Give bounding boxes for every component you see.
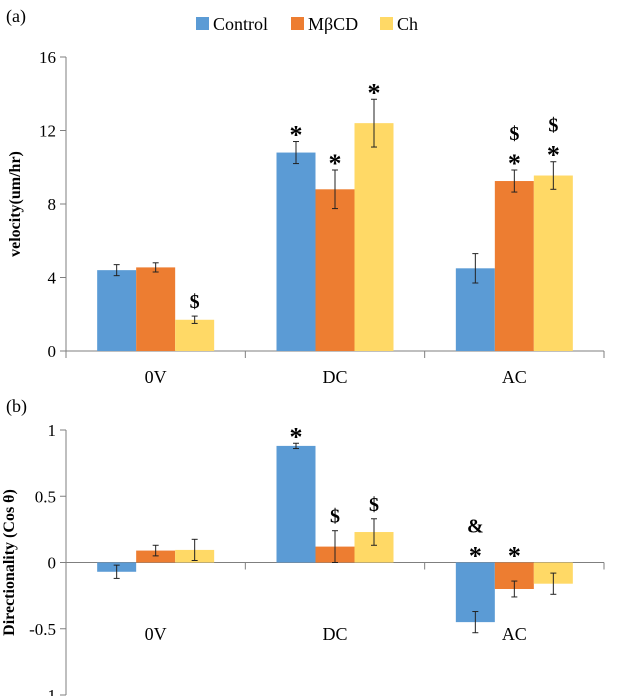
significance-star: * xyxy=(290,121,303,150)
x-tick-label: AC xyxy=(502,624,527,644)
y-tick-label: 8 xyxy=(48,195,57,214)
significance-star: * xyxy=(508,542,521,571)
legend-label-1: MβCD xyxy=(308,14,358,34)
x-tick-label: 0V xyxy=(145,367,167,387)
y-axis-title: velocity(um/hr) xyxy=(7,151,24,257)
significance-star: * xyxy=(508,149,521,178)
panel-label: (a) xyxy=(6,6,26,27)
y-tick-label: 12 xyxy=(39,122,56,141)
y-axis-title: Directionality (Cos θ) xyxy=(1,489,18,636)
significance-dollar: $ xyxy=(548,115,558,137)
significance-dollar: $ xyxy=(190,291,200,313)
y-tick-label: 0 xyxy=(48,342,57,361)
legend-label-0: Control xyxy=(213,14,268,34)
panel-label: (b) xyxy=(6,396,27,417)
significance-dollar: $ xyxy=(369,494,379,516)
panel-b-directionality-chart: (b) -1 -0.5 0 0.5 1 0V DC AC Directionality (Cos … xyxy=(1,396,605,696)
x-tick-label: DC xyxy=(322,624,347,644)
bar-control-dc xyxy=(276,152,316,351)
y-tick-label: 1 xyxy=(48,421,57,440)
bar-control-0v xyxy=(97,270,137,351)
significance-star: * xyxy=(547,141,560,170)
bar-ch-dc xyxy=(354,123,394,352)
y-tick-label: 0 xyxy=(48,554,57,573)
legend-swatch-1 xyxy=(291,17,304,30)
panel-a-velocity-chart: (a) 0 4 8 12 16 0V DC AC velocity(um/hr) * * * $ $ * * $ xyxy=(6,6,605,387)
x-tick-label: DC xyxy=(322,367,347,387)
bar-ch-0v xyxy=(175,319,215,351)
bar-mβcd-0v xyxy=(136,550,176,563)
y-tick-label: 0.5 xyxy=(35,487,56,506)
x-tick-label: AC xyxy=(502,367,527,387)
bar-ch-ac xyxy=(533,175,573,351)
y-tick-label: -0.5 xyxy=(29,620,56,639)
legend-label-2: Ch xyxy=(397,14,418,34)
significance-dollar: $ xyxy=(330,506,340,528)
y-tick-label: 16 xyxy=(39,48,56,67)
significance-star: * xyxy=(290,422,303,451)
y-tick-label: 4 xyxy=(48,269,57,288)
legend-swatch-2 xyxy=(380,17,393,30)
significance-dollar: $ xyxy=(509,123,519,145)
x-tick-label: 0V xyxy=(145,624,167,644)
y-tick-label: -1 xyxy=(42,686,56,696)
significance-ampersand: & xyxy=(467,516,484,538)
legend-swatch-0 xyxy=(196,17,209,30)
significance-star: * xyxy=(469,542,482,571)
bar-mβcd-ac xyxy=(494,181,534,351)
bar-mβcd-0v xyxy=(136,267,176,351)
significance-star: * xyxy=(329,149,342,178)
significance-star: * xyxy=(368,78,381,107)
legend: Control MβCD Ch xyxy=(196,14,418,34)
bar-control-dc xyxy=(276,445,316,563)
bar-mβcd-dc xyxy=(315,189,355,351)
